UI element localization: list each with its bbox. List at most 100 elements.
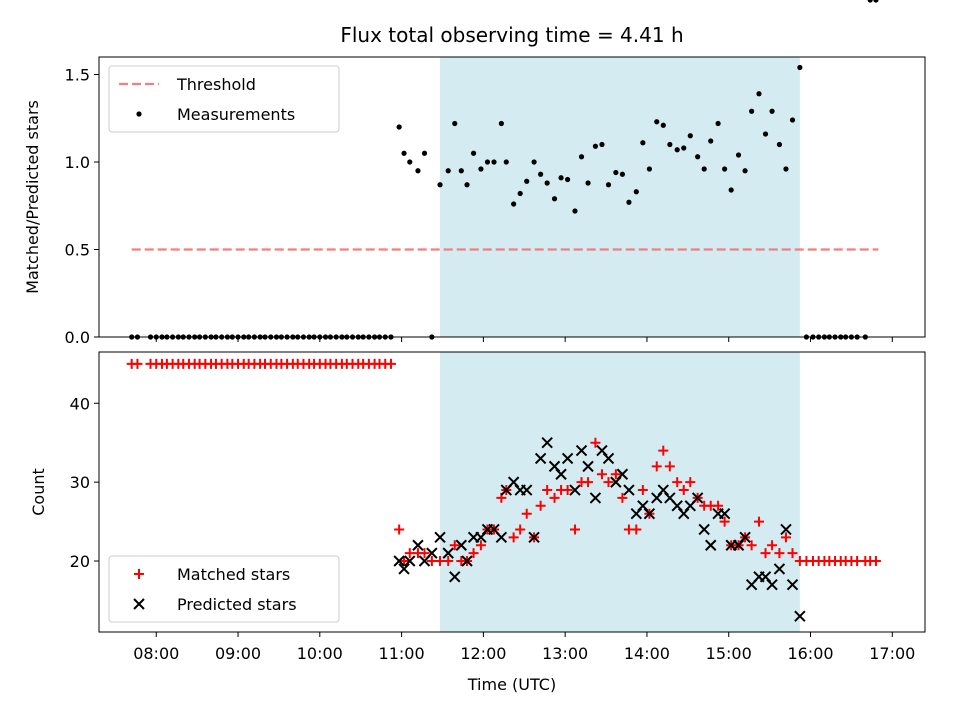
measurements-point	[715, 120, 721, 127]
predicted-stars-point	[575, 444, 588, 457]
measurements-point	[695, 154, 701, 160]
predicted-stars-point	[541, 436, 553, 449]
measurements-point	[619, 171, 626, 177]
measurements-point	[511, 201, 517, 207]
predicted-stars-point	[691, 492, 704, 504]
predicted-stars-point	[698, 523, 710, 536]
x-tick-label: 10:00	[297, 644, 343, 663]
predicted-stars-point	[739, 531, 751, 544]
measurements-point	[464, 182, 470, 188]
matched-stars-point	[658, 445, 669, 456]
predicted-stars-point	[495, 531, 508, 544]
ratio-y-tick-label: 1.0	[65, 153, 90, 172]
measurements-legend-swatch	[136, 111, 142, 117]
matched-stars-point	[610, 469, 621, 480]
x-tick-label: 14:00	[624, 644, 670, 663]
measurements-point	[867, 0, 873, 3]
matched-stars-point	[664, 461, 675, 472]
measurements-point	[701, 166, 707, 172]
predicted-stars-point	[404, 555, 416, 567]
measurements-point	[445, 168, 451, 174]
predicted-stars-point	[780, 523, 792, 536]
predicted-stars-point	[426, 547, 438, 559]
measurements-point	[585, 180, 591, 186]
predicted-stars-point	[569, 484, 581, 496]
measurements-point	[592, 143, 599, 149]
measurements-point	[667, 141, 673, 148]
measurements-point	[633, 189, 639, 195]
measurements-point	[646, 166, 652, 172]
observing-window-shade-bottom	[440, 352, 800, 632]
count-y-tick-label: 20	[70, 552, 90, 571]
measurements-point	[735, 152, 742, 158]
measurements-point	[776, 141, 783, 148]
predicted-stars-point	[589, 492, 602, 504]
measurements-point	[517, 190, 523, 197]
measurements-point	[565, 176, 571, 183]
predicted-stars-point	[561, 452, 574, 465]
measurements-point	[484, 159, 491, 165]
measurements-point	[491, 159, 497, 165]
x-tick-label: 12:00	[460, 644, 506, 663]
measurements-point	[503, 159, 509, 165]
x-tick-label: 11:00	[379, 644, 425, 663]
predicted-stars-point	[582, 460, 594, 473]
predicted-stars-point	[461, 555, 473, 567]
matched-stars-point	[443, 556, 454, 567]
x-tick-label: 16:00	[787, 644, 833, 663]
predicted-stars-point	[521, 484, 533, 496]
matched-stars-point	[617, 492, 628, 503]
measurements-point	[572, 208, 578, 214]
measurements-point	[478, 166, 484, 172]
matched-stars-point	[774, 548, 785, 559]
measurements-point	[407, 159, 413, 165]
predicted-stars-point	[786, 578, 799, 591]
matched-stars-point	[583, 477, 594, 488]
matched-stars-point	[385, 358, 396, 369]
ratio-y-tick-label: 0.5	[65, 241, 90, 260]
matched-stars-point	[678, 485, 689, 496]
predicted-stars-point	[623, 484, 635, 496]
measurements-point	[681, 145, 687, 151]
measurements-point	[762, 131, 769, 137]
measurements-point	[674, 147, 680, 153]
matched-stars-point	[449, 540, 460, 551]
measurements-point	[524, 178, 530, 184]
ratio-y-tick-label: 0.0	[65, 328, 90, 347]
measurements-point	[531, 159, 537, 165]
predicted-stars-legend-label: Predicted stars	[177, 595, 297, 614]
predicted-stars-point	[412, 539, 424, 551]
measurements-point	[660, 122, 666, 128]
measurements-point	[797, 64, 803, 71]
predicted-stars-point	[449, 571, 461, 583]
predicted-stars-point	[773, 563, 786, 575]
measurements-point	[728, 187, 734, 193]
observing-window-shade-top	[440, 57, 800, 337]
count-legend-box	[108, 555, 340, 623]
predicted-stars-point	[398, 563, 410, 575]
matched-stars-point	[562, 485, 573, 496]
predicted-stars-point	[455, 539, 468, 551]
measurements-point	[578, 154, 585, 160]
x-tick-label: 15:00	[706, 644, 752, 663]
measurements-point	[599, 141, 605, 148]
matched-stars-point	[685, 477, 696, 488]
count-y-axis-label: Count	[29, 468, 48, 516]
matched-stars-point	[870, 556, 881, 567]
x-axis-label: Time (UTC)	[467, 675, 556, 694]
matched-stars-point	[394, 524, 405, 535]
matched-stars-point	[767, 540, 778, 551]
threshold-legend-label: Threshold	[176, 75, 256, 94]
count-panel: 08:00 09:00 10:00 11:00 12:00 13:00 14:00 15:00…	[29, 351, 926, 663]
predicted-stars-point	[555, 468, 567, 480]
predicted-stars-point	[766, 578, 778, 591]
matched-stars-point	[515, 524, 526, 535]
ratio-legend: Threshold Measurements	[108, 65, 340, 133]
predicted-stars-point	[534, 452, 547, 465]
measurements-point	[458, 168, 464, 174]
measurements-point	[783, 166, 789, 172]
matched-stars-point	[753, 516, 764, 527]
measurements-point	[437, 182, 443, 188]
predicted-stars-point	[794, 610, 806, 622]
matched-stars-point	[760, 548, 771, 559]
